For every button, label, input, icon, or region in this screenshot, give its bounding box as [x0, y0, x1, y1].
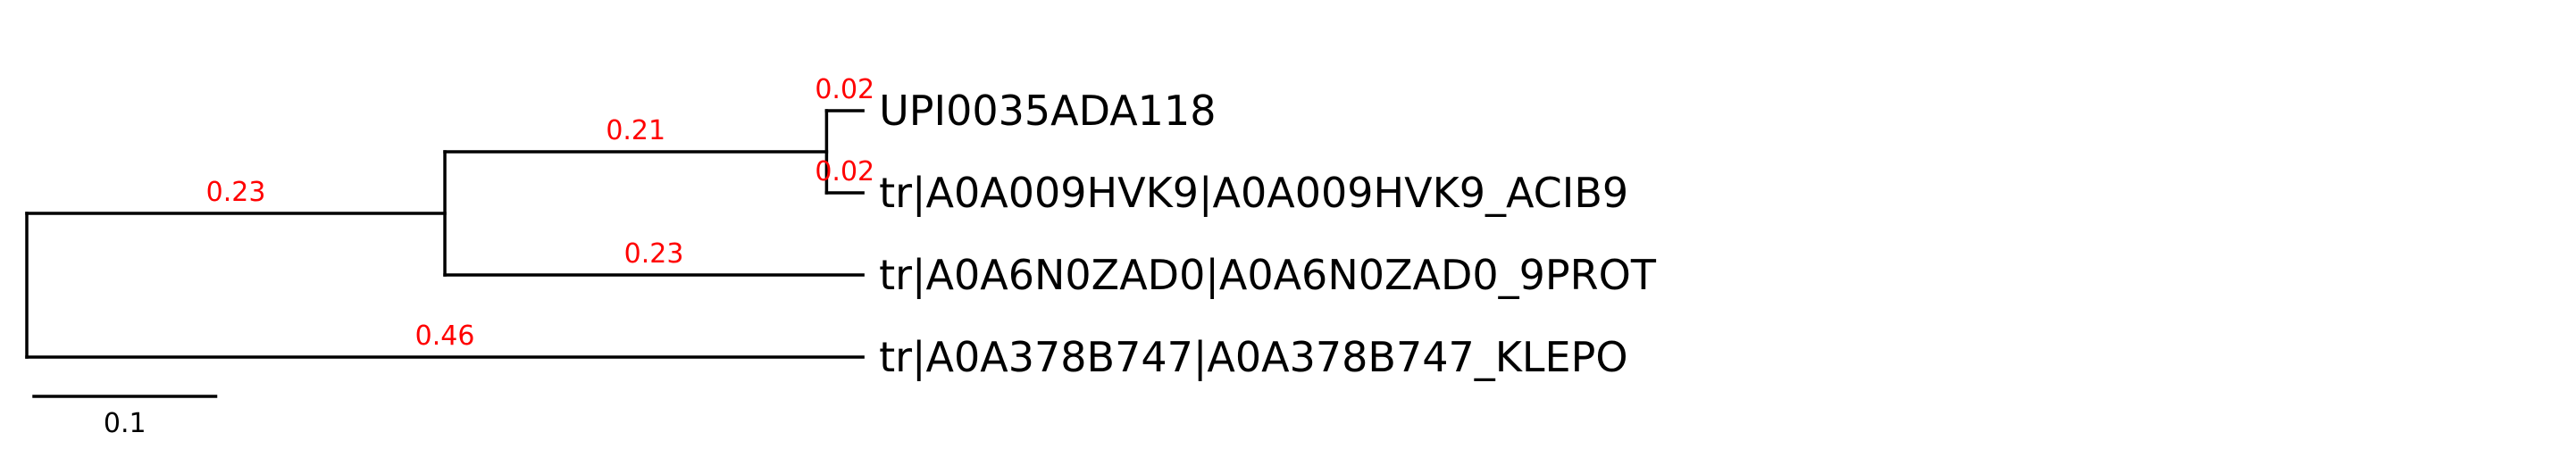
- branch-length-label-leaf4: 0.46: [415, 320, 475, 352]
- scale-bar-label: 0.1: [104, 408, 146, 439]
- branch-length-label-leaf3: 0.23: [624, 238, 684, 270]
- leaf-label-leaf3: tr|A0A6N0ZAD0|A0A6N0ZAD0_9PROT: [879, 251, 1657, 300]
- leaf-label-leaf4: tr|A0A378B747|A0A378B747_KLEPO: [879, 333, 1627, 382]
- leaf-label-leaf1: UPI0035ADA118: [879, 87, 1216, 135]
- branch-length-label-leaf1: 0.02: [815, 74, 874, 105]
- leaf-label-leaf2: tr|A0A009HVK9|A0A009HVK9_ACIB9: [879, 169, 1628, 218]
- branch-length-label-leaf2: 0.02: [815, 156, 874, 187]
- branch-length-label-n2: 0.21: [606, 115, 665, 146]
- branch-length-label-n1: 0.23: [206, 177, 266, 208]
